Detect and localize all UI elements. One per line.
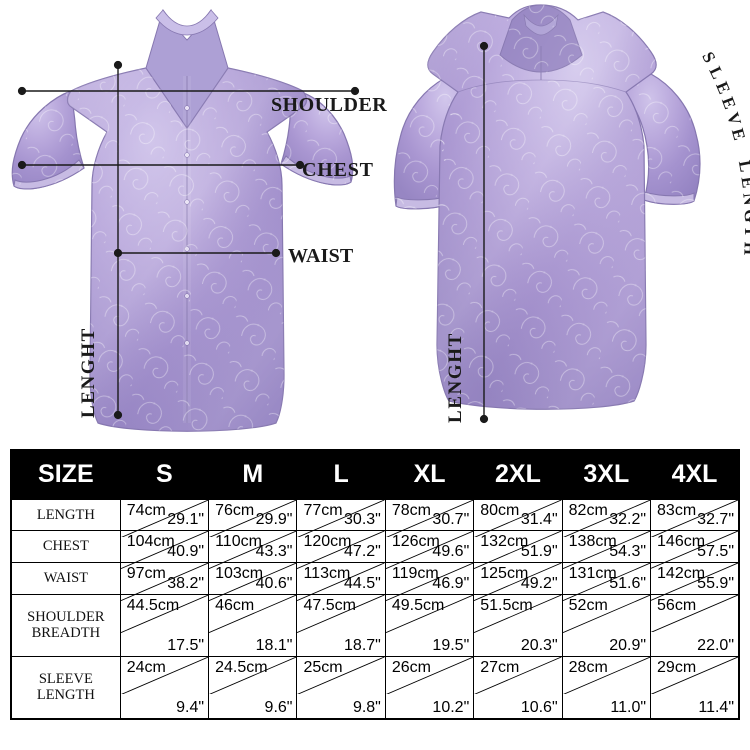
svg-text:H: H xyxy=(740,242,750,256)
svg-text:E: E xyxy=(737,175,750,189)
svg-text:SHOULDER: SHOULDER xyxy=(271,94,387,116)
svg-text:S: S xyxy=(698,49,719,66)
svg-text:LENGHT: LENGHT xyxy=(78,327,99,418)
svg-text:L: L xyxy=(735,159,750,174)
svg-text:T: T xyxy=(741,226,750,238)
svg-text:E: E xyxy=(728,126,749,142)
svg-text:E: E xyxy=(712,79,734,97)
svg-text:V: V xyxy=(723,110,745,128)
svg-text:N: N xyxy=(739,192,750,207)
svg-text:E: E xyxy=(718,94,740,111)
svg-text:L: L xyxy=(705,64,727,82)
svg-text:CHEST: CHEST xyxy=(302,159,374,181)
svg-text:WAIST: WAIST xyxy=(288,245,354,267)
svg-text:G: G xyxy=(741,209,750,223)
svg-text:LENGHT: LENGHT xyxy=(445,332,466,423)
